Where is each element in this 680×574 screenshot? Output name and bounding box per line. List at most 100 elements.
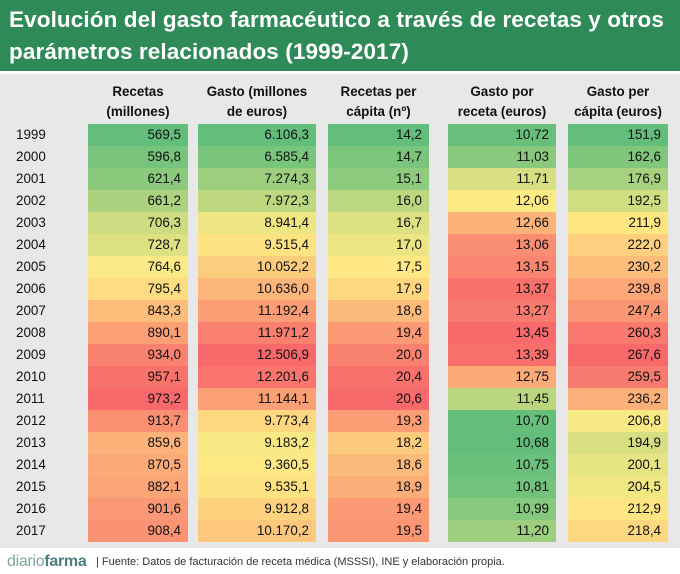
brand-logo: diariofarma — [7, 553, 87, 571]
table-cell: 934,0 — [88, 344, 188, 366]
table-cell: 11.192,4 — [198, 300, 316, 322]
table-cell: 661,2 — [88, 190, 188, 212]
table-cell: 12,66 — [448, 212, 556, 234]
title-band: Evolución del gasto farmacéutico a travé… — [0, 0, 680, 71]
table-cell: 706,3 — [88, 212, 188, 234]
chart-title: Evolución del gasto farmacéutico a travé… — [9, 7, 664, 64]
row-year-label: 2008 — [16, 325, 46, 340]
table-cell: 10.636,0 — [198, 278, 316, 300]
footer: diariofarma | Fuente: Datos de facturaci… — [0, 548, 680, 574]
column-header-line1: Gasto per — [586, 84, 650, 99]
table-cell: 11,45 — [448, 388, 556, 410]
column-header-line1: Gasto por — [470, 84, 534, 99]
column-header: Gasto per cápita (euros) — [568, 82, 668, 122]
table-cell: 13,06 — [448, 234, 556, 256]
table-cell: 843,3 — [88, 300, 188, 322]
table-cell: 176,9 — [568, 168, 668, 190]
table-cell: 8.941,4 — [198, 212, 316, 234]
column-header-line2: cápita (nº) — [346, 104, 411, 119]
table-cell: 19,5 — [328, 520, 429, 542]
row-year-label: 2000 — [16, 149, 46, 164]
table-cell: 18,6 — [328, 300, 429, 322]
table-cell: 267,6 — [568, 344, 668, 366]
table-cell: 12.201,6 — [198, 366, 316, 388]
column-header-line1: Recetas per — [340, 84, 417, 99]
table-cell: 162,6 — [568, 146, 668, 168]
table-cell: 6.106,3 — [198, 124, 316, 146]
table-cell: 16,0 — [328, 190, 429, 212]
table-cell: 795,4 — [88, 278, 188, 300]
table-cell: 12,75 — [448, 366, 556, 388]
table-cell: 259,5 — [568, 366, 668, 388]
table-cell: 13,27 — [448, 300, 556, 322]
table-cell: 10.052,2 — [198, 256, 316, 278]
table-cell: 206,8 — [568, 410, 668, 432]
column-header: Recetas per cápita (nº) — [328, 82, 429, 122]
table-cell: 569,5 — [88, 124, 188, 146]
table-cell: 870,5 — [88, 454, 188, 476]
row-year-label: 2006 — [16, 281, 46, 296]
table-cell: 260,3 — [568, 322, 668, 344]
table-cell: 13,37 — [448, 278, 556, 300]
column-header-line2: receta (euros) — [457, 104, 547, 119]
table-cell: 11.144,1 — [198, 388, 316, 410]
row-year-label: 1999 — [16, 127, 46, 142]
row-year-label: 2009 — [16, 347, 46, 362]
table-cell: 10.170,2 — [198, 520, 316, 542]
table-cell: 192,5 — [568, 190, 668, 212]
column-header: Gasto (millones de euros) — [198, 82, 316, 122]
table-cell: 13,45 — [448, 322, 556, 344]
table-cell: 247,4 — [568, 300, 668, 322]
table-cell: 19,4 — [328, 322, 429, 344]
row-year-label: 2015 — [16, 479, 46, 494]
table-cell: 9.912,8 — [198, 498, 316, 520]
table-cell: 14,2 — [328, 124, 429, 146]
table-cell: 13,15 — [448, 256, 556, 278]
row-year-label: 2013 — [16, 435, 46, 450]
row-year-label: 2003 — [16, 215, 46, 230]
table-cell: 12,06 — [448, 190, 556, 212]
brand-logo-part1: diario — [7, 553, 45, 570]
column-header-line2: cápita (euros) — [574, 104, 662, 119]
row-year-label: 2011 — [16, 391, 45, 406]
row-year-label: 2014 — [16, 457, 46, 472]
table-cell: 882,1 — [88, 476, 188, 498]
table-cell: 10,72 — [448, 124, 556, 146]
table-cell: 901,6 — [88, 498, 188, 520]
table-cell: 20,6 — [328, 388, 429, 410]
table-cell: 913,7 — [88, 410, 188, 432]
table-cell: 16,7 — [328, 212, 429, 234]
table-cell: 11.971,2 — [198, 322, 316, 344]
table-cell: 621,4 — [88, 168, 188, 190]
column-header-line1: Recetas — [112, 84, 164, 99]
table-cell: 764,6 — [88, 256, 188, 278]
table-cell: 728,7 — [88, 234, 188, 256]
row-year-label: 2016 — [16, 501, 46, 516]
table-cell: 6.585,4 — [198, 146, 316, 168]
row-year-label: 2017 — [16, 523, 46, 538]
table-cell: 10,99 — [448, 498, 556, 520]
table-cell: 973,2 — [88, 388, 188, 410]
table-cell: 11,71 — [448, 168, 556, 190]
table-cell: 222,0 — [568, 234, 668, 256]
row-year-label: 2010 — [16, 369, 46, 384]
table-cell: 11,03 — [448, 146, 556, 168]
table-cell: 9.183,2 — [198, 432, 316, 454]
table-cell: 13,39 — [448, 344, 556, 366]
row-year-label: 2005 — [16, 259, 46, 274]
table-cell: 239,8 — [568, 278, 668, 300]
table-cell: 19,3 — [328, 410, 429, 432]
table-cell: 17,5 — [328, 256, 429, 278]
row-year-label: 2002 — [16, 193, 46, 208]
table-cell: 890,1 — [88, 322, 188, 344]
table-cell: 211,9 — [568, 212, 668, 234]
brand-logo-part2: farma — [44, 553, 87, 570]
table-cell: 10,68 — [448, 432, 556, 454]
row-year-label: 2007 — [16, 303, 46, 318]
table-cell: 10,75 — [448, 454, 556, 476]
table-cell: 10,70 — [448, 410, 556, 432]
table-cell: 17,9 — [328, 278, 429, 300]
table-cell: 859,6 — [88, 432, 188, 454]
table-cell: 20,4 — [328, 366, 429, 388]
table-cell: 19,4 — [328, 498, 429, 520]
